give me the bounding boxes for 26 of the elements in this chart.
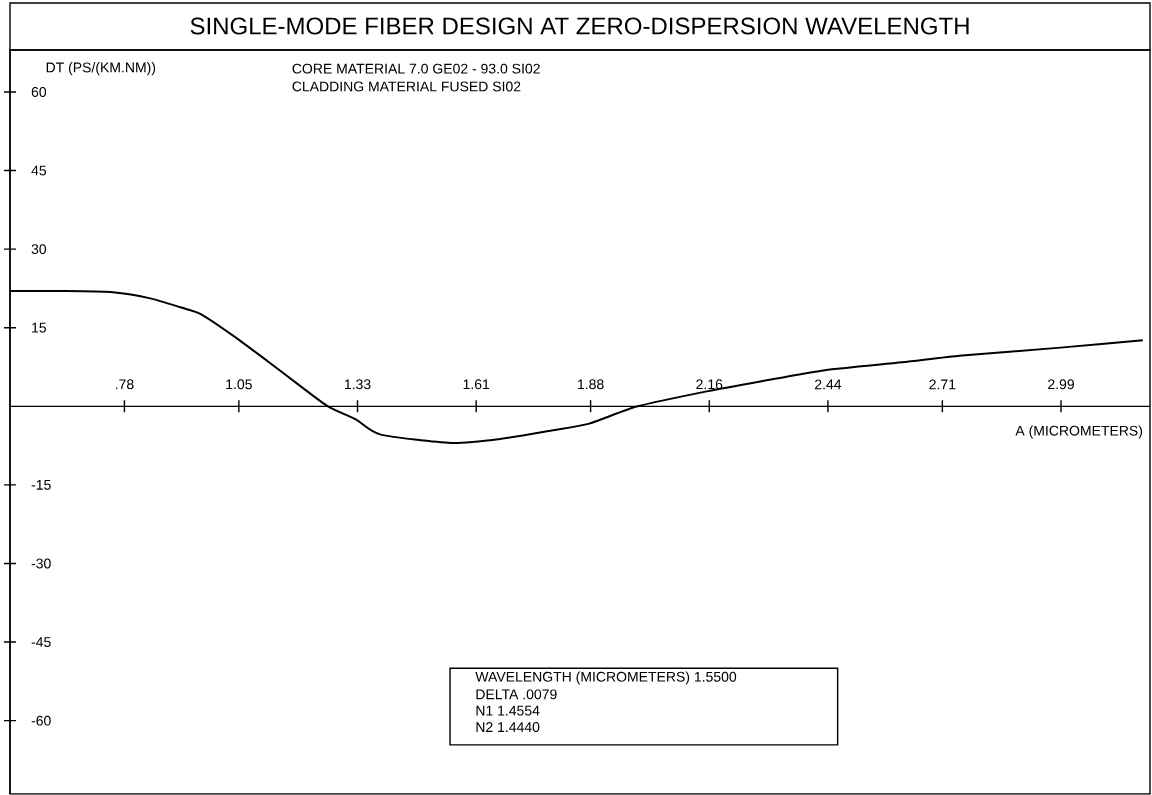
x-tick-label: 2.99 <box>1048 379 1074 390</box>
y-tick-label: 60 <box>31 87 47 98</box>
y-tick-label: 15 <box>32 322 47 333</box>
annotation: CORE MATERIAL 7.0 GE02 - 93.0 SI02 <box>292 63 540 74</box>
annotation: N2 1.4440 <box>476 722 540 733</box>
y-axis-title: DT (PS/(KM.NM)) <box>46 62 156 76</box>
x-tick-label: 1.88 <box>578 379 604 390</box>
x-tick-label: .78 <box>115 379 134 390</box>
annotation: CLADDING MATERIAL FUSED SI02 <box>292 81 521 92</box>
annotation: WAVELENGTH (MICROMETERS) 1.5500 <box>475 671 737 685</box>
x-tick-label: 2.44 <box>814 379 842 390</box>
annotation: N1 1.4554 <box>476 705 540 716</box>
annotation: DELTA .0079 <box>476 689 557 700</box>
x-tick-label: 1.33 <box>344 379 371 390</box>
y-tick-label: -30 <box>31 558 51 569</box>
x-axis-title: A (MICROMETERS) <box>1015 425 1143 439</box>
x-tick-label: 2.16 <box>696 379 723 390</box>
x-tick-label: 1.61 <box>463 379 490 390</box>
y-tick-label: -60 <box>31 715 51 726</box>
x-tick-label: 1.05 <box>226 379 252 390</box>
y-tick-label: -45 <box>31 637 51 648</box>
y-tick-label: 30 <box>31 244 47 255</box>
x-tick-label: 2.71 <box>929 379 956 390</box>
chart-title: SINGLE-MODE FIBER DESIGN AT ZERO-DISPERSION WAVELENGTH <box>190 17 969 35</box>
y-tick-label: 45 <box>31 165 47 176</box>
y-tick-label: -15 <box>31 480 51 490</box>
